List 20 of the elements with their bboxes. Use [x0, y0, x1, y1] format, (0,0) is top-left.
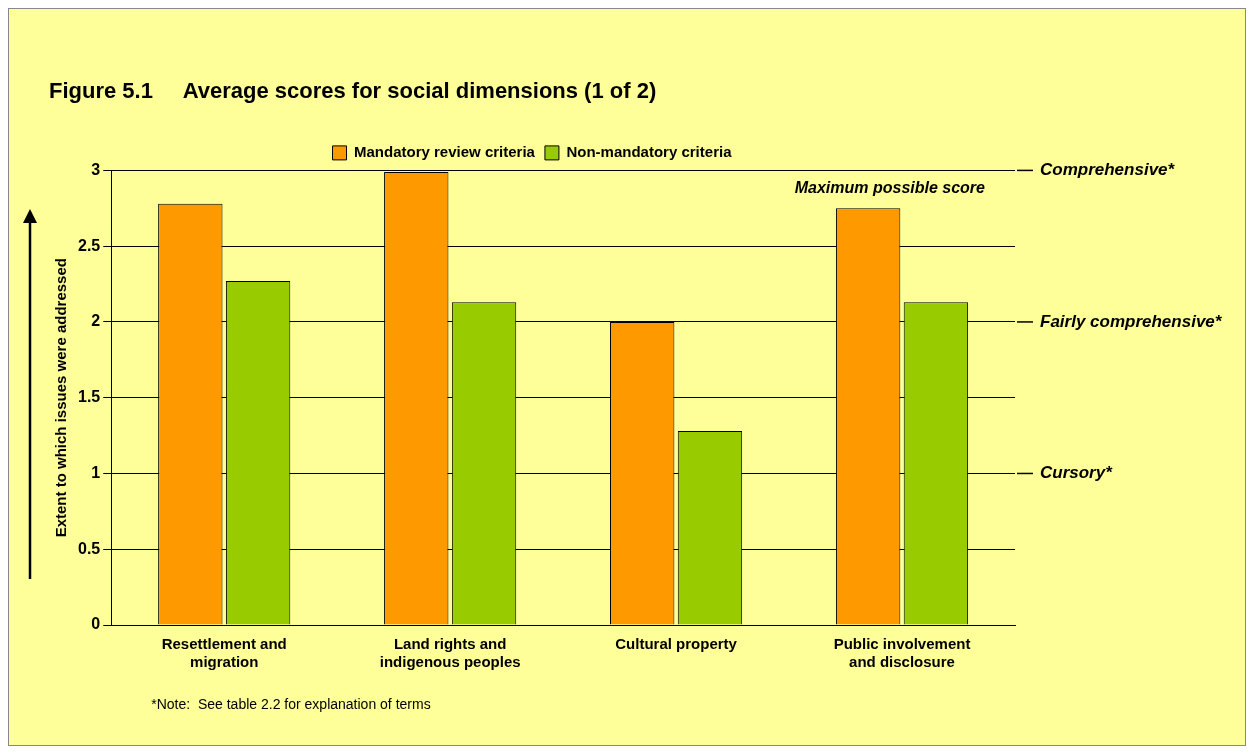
- y-tick-label: 3: [91, 160, 101, 178]
- chart-title: Figure 5.1 Average scores for social dimensions (1 of 2): [49, 78, 657, 104]
- y-tick-label: 0.5: [77, 539, 101, 557]
- ref-line-label: Fairly comprehensive*: [1040, 311, 1223, 331]
- y-tick-label: 0: [91, 615, 101, 633]
- legend-label: Mandatory review criteria: [354, 143, 536, 161]
- x-tick-label: Resettlement and migration: [161, 635, 287, 671]
- y-tick-label: 1: [91, 463, 101, 481]
- y-tick-label: 2.5: [77, 236, 101, 254]
- y-axis-title: Extent to which issues were addressed: [52, 258, 70, 538]
- x-tick-label: Public involvement and disclosure: [833, 635, 971, 671]
- ref-line-label: Comprehensive*: [1040, 160, 1176, 180]
- x-tick-label: Cultural property: [615, 635, 738, 653]
- y-tick-label: 1.5: [77, 388, 101, 406]
- annotation: Maximum possible score: [794, 178, 986, 196]
- ref-line-label: Cursory*: [1040, 463, 1114, 483]
- y-tick-label: 2: [91, 312, 101, 330]
- legend-label: Non-mandatory criteria: [566, 143, 733, 161]
- text: *Note: See table 2.2 for explanation of terms: [151, 695, 431, 712]
- x-tick-label: Land rights and indigenous peoples: [379, 635, 521, 671]
